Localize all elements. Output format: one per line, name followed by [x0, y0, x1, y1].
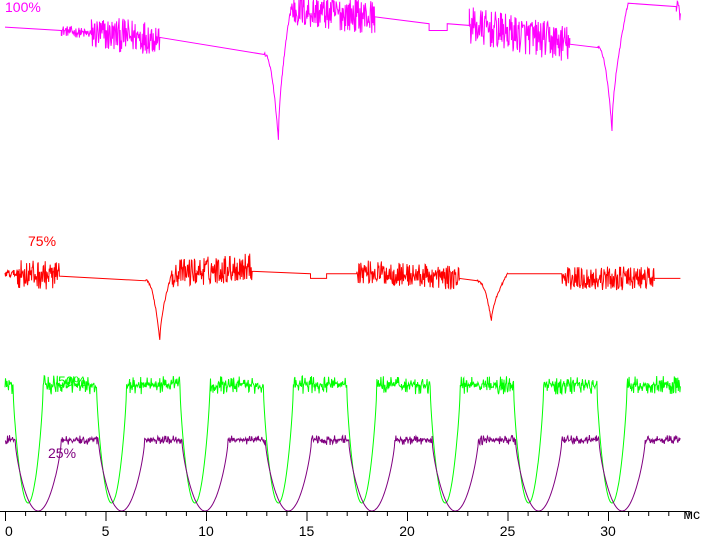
- series-label-2: 75%: [28, 233, 56, 249]
- series-labels-group: 100% 75% 50% 25%: [5, 0, 86, 461]
- x-tick-label: 20: [399, 523, 415, 539]
- series-label-3: 50%: [58, 373, 86, 389]
- series-line-2: [4, 253, 681, 340]
- x-axis: 0 5 10 15 20 25 30 мс: [0, 506, 700, 539]
- series-line-3: [4, 374, 681, 504]
- series-label-1: 100%: [5, 0, 41, 15]
- series-line-1: [4, 0, 681, 140]
- series-line-4: [4, 434, 681, 512]
- x-tick-label: 5: [102, 523, 110, 539]
- traces-group: [4, 0, 681, 512]
- series-label-4: 25%: [48, 445, 76, 461]
- x-tick-label: 10: [198, 523, 214, 539]
- x-tick-label: 0: [5, 523, 13, 539]
- x-tick-label: 30: [600, 523, 616, 539]
- x-axis-unit-label: мс: [683, 506, 700, 522]
- x-tick-label: 15: [299, 523, 315, 539]
- x-tick-label: 25: [500, 523, 516, 539]
